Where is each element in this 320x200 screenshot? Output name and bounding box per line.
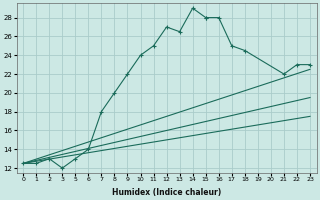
X-axis label: Humidex (Indice chaleur): Humidex (Indice chaleur) <box>112 188 221 197</box>
